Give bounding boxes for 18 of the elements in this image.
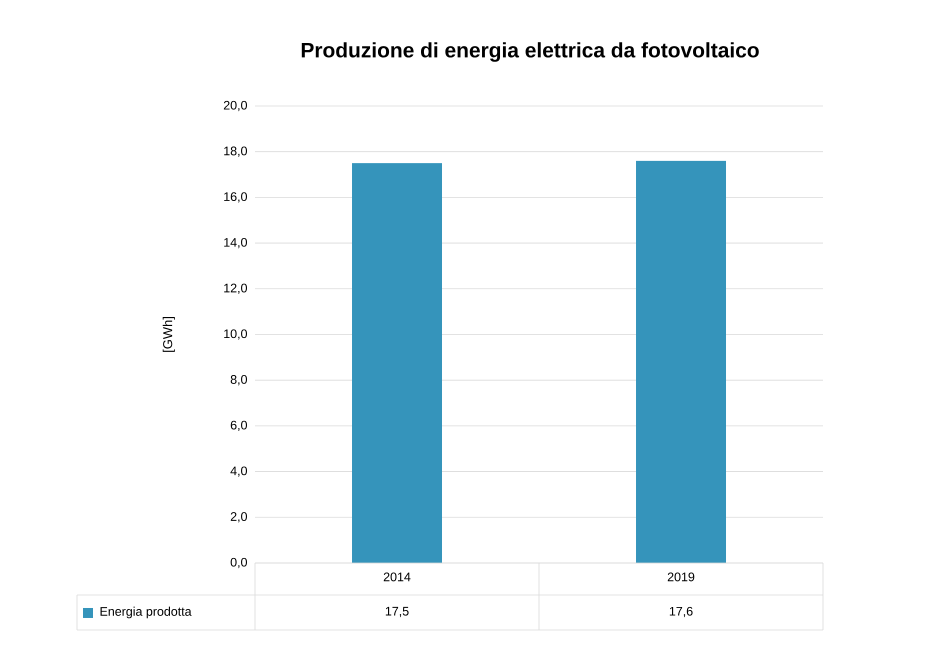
data-label: 17,5 (386, 606, 409, 618)
x-tick-label: 2014 (384, 572, 410, 582)
y-tick-label: 16,0 (224, 192, 247, 203)
y-tick-label: 2,0 (230, 512, 247, 522)
y-tick-label: 4,0 (230, 466, 247, 477)
y-tick-label: 6,0 (230, 420, 247, 432)
x-tick-label: 2019 (668, 572, 694, 582)
y-tick-label: 10,0 (224, 329, 247, 340)
chart-title: Produzione di energia elettrica da fotovoltaico (302, 42, 759, 62)
y-tick-label: 18,0 (224, 146, 247, 157)
data-label: 17,6 (670, 606, 693, 618)
y-tick-label: 14,0 (224, 238, 247, 248)
y-tick-label: 0,0 (230, 558, 247, 568)
y-tick-label: 12,0 (224, 284, 247, 294)
y-axis-title: [GWh] (162, 317, 175, 352)
y-tick-label: 8,0 (230, 375, 247, 386)
y-tick-label: 20,0 (224, 100, 247, 112)
legend-label: Energia prodotta (100, 606, 192, 618)
